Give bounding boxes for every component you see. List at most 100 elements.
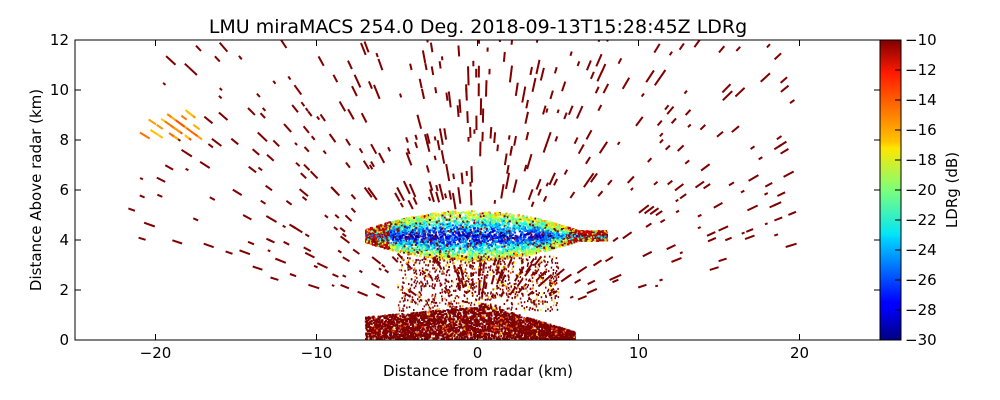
clutter-pixel (440, 311, 443, 314)
clutter-pixel (405, 336, 408, 339)
melting-layer-pixel (416, 217, 418, 220)
clutter-pixel (529, 324, 532, 327)
clutter-pixel (417, 333, 420, 336)
range-gate-segment (295, 161, 301, 167)
clutter-pixel (555, 328, 558, 331)
clutter-pixel (570, 334, 573, 337)
clutter-pixel (477, 331, 480, 334)
range-gate-segment (668, 51, 673, 56)
range-gate-segment (167, 113, 172, 118)
range-gate-segment (448, 190, 452, 200)
clutter-pixel (467, 321, 470, 324)
clutter-pixel (458, 336, 461, 339)
clutter-pixel (462, 316, 465, 318)
clutter-pixel (436, 337, 439, 339)
melting-layer-pixel (381, 237, 383, 240)
range-gate-segment (575, 105, 584, 119)
range-gate-segment (345, 138, 351, 146)
clutter-pixel (499, 315, 502, 318)
range-gate-segment (505, 172, 511, 190)
clutter-pixel (406, 313, 409, 316)
clutter-pixel (469, 318, 472, 321)
clutter-pixel (400, 331, 403, 334)
clutter-pixel (528, 317, 531, 320)
clutter-pixel (507, 330, 510, 333)
clutter-pixel (444, 310, 446, 312)
clutter-pixel (546, 331, 548, 334)
clutter-pixel (501, 315, 504, 318)
clutter-pixel (448, 323, 451, 325)
clutter-pixel (389, 330, 392, 333)
range-gate-segment (192, 123, 201, 131)
clutter-pixel (447, 310, 450, 313)
range-gate-segment (544, 131, 552, 147)
clutter-pixel (417, 337, 419, 340)
clutter-pixel (445, 316, 448, 318)
clutter-pixel (537, 323, 539, 326)
clutter-pixel (442, 320, 445, 323)
range-gate-segment (375, 52, 379, 58)
clutter-pixel (538, 333, 541, 335)
clutter-pixel (418, 318, 421, 321)
range-gate-segment (353, 74, 362, 88)
clutter-pixel (483, 309, 486, 312)
range-gate-segment (550, 278, 558, 285)
clutter-pixel (460, 332, 463, 335)
clutter-pixel (430, 326, 433, 329)
clutter-pixel (531, 329, 534, 332)
clutter-pixel (486, 328, 488, 331)
clutter-pixel (488, 320, 491, 323)
range-gate-segment (656, 119, 663, 127)
clutter-pixel (463, 319, 465, 322)
melting-layer-pixel (416, 254, 418, 257)
melting-layer-pixel (452, 241, 455, 244)
range-gate-segment (548, 172, 556, 186)
clutter-pixel (463, 314, 466, 317)
clutter-pixel (474, 330, 477, 333)
clutter-pixel (572, 334, 575, 337)
clutter-pixel (479, 328, 482, 331)
clutter-pixel (376, 323, 378, 326)
range-gate-segment (322, 149, 327, 155)
clutter-pixel (499, 337, 501, 340)
clutter-pixel (466, 333, 469, 336)
clutter-pixel (461, 327, 464, 330)
range-gate-segment (251, 148, 260, 156)
clutter-pixel (387, 318, 389, 320)
clutter-pixel (384, 325, 387, 328)
melting-layer-pixel (457, 211, 460, 214)
clutter-pixel (520, 332, 523, 335)
clutter-pixel (500, 311, 503, 314)
clutter-pixel (403, 329, 406, 332)
range-gate-segment (645, 222, 652, 228)
clutter-pixel (369, 321, 372, 323)
clutter-pixel (431, 332, 434, 335)
range-gate-segment (678, 42, 685, 51)
range-gate-segment (316, 115, 321, 121)
range-gate-segment (165, 55, 177, 66)
clutter-pixel (565, 330, 568, 333)
range-gate-segment (310, 135, 316, 141)
melting-layer-pixel (399, 229, 402, 232)
clutter-pixel (570, 338, 573, 340)
clutter-pixel (382, 332, 384, 334)
clutter-pixel (389, 326, 392, 329)
clutter-pixel (525, 330, 528, 333)
range-gate-segment (218, 95, 223, 100)
clutter-pixel (558, 337, 561, 340)
clutter-pixel (490, 314, 493, 317)
range-gate-segment (309, 170, 319, 180)
melting-layer-pixel (530, 222, 533, 225)
clutter-pixel (485, 319, 488, 322)
clutter-pixel (366, 332, 369, 335)
melting-layer-pixel (438, 231, 440, 234)
clutter-pixel (538, 320, 541, 323)
range-gate-segment (554, 136, 559, 142)
clutter-pixel (522, 328, 525, 331)
clutter-pixel (488, 332, 490, 335)
range-gate-segment (612, 236, 619, 243)
clutter-pixel (471, 337, 474, 340)
clutter-pixel (568, 337, 571, 340)
range-gate-segment (549, 90, 554, 100)
clutter-pixel (512, 334, 515, 337)
